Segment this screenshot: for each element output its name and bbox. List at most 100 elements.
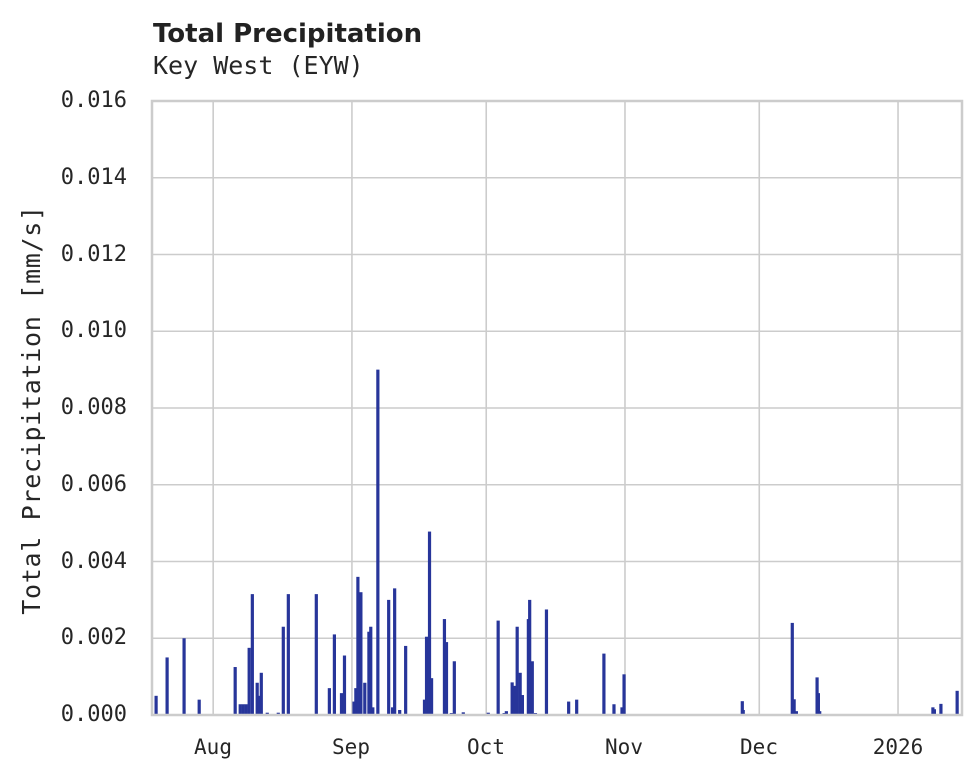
- precipitation-bar: [622, 674, 626, 715]
- x-tick-label: Oct: [467, 735, 505, 759]
- y-tick-label: 0.002: [60, 625, 127, 650]
- precipitation-bar: [502, 713, 506, 715]
- x-tick-label: Dec: [740, 735, 778, 759]
- chart-subtitle: Key West (EYW): [153, 51, 364, 80]
- x-tick-label: Nov: [605, 735, 643, 759]
- y-tick-label: 0.006: [60, 472, 127, 497]
- y-axis-label: Total Precipitation [mm/s]: [17, 205, 46, 615]
- precipitation-bar: [247, 647, 251, 715]
- precipitation-bar: [359, 592, 363, 715]
- plot-frame: [150, 99, 964, 717]
- precipitation-bar: [342, 655, 347, 715]
- x-tick-label: Aug: [194, 735, 232, 759]
- precipitation-bar: [422, 699, 427, 715]
- precipitation-bar: [250, 594, 254, 715]
- precipitation-bar: [496, 620, 500, 715]
- precipitation-bar: [367, 631, 371, 715]
- gridlines: [152, 100, 962, 716]
- y-tick-label: 0.008: [60, 395, 127, 420]
- precipitation-bar: [931, 707, 935, 715]
- precipitation-bar: [955, 690, 959, 715]
- precipitation-bar: [620, 707, 624, 715]
- precipitation-bar: [932, 709, 936, 715]
- precipitation-bar: [512, 685, 516, 715]
- precipitation-bar: [356, 576, 360, 715]
- precipitation-bar: [575, 699, 579, 715]
- precipitation-bar: [314, 594, 318, 715]
- precipitation-bar: [354, 688, 358, 715]
- precipitation-bar: [544, 609, 549, 715]
- precipitation-bar: [165, 657, 169, 715]
- precipitation-bar: [740, 701, 744, 715]
- precipitation-bar: [387, 599, 391, 716]
- y-tick-label: 0.010: [60, 318, 127, 343]
- precipitation-bar: [815, 677, 819, 715]
- precipitation-bar: [154, 695, 158, 715]
- precipitation-bar: [376, 369, 380, 716]
- precipitation-bar: [452, 661, 456, 715]
- precipitation-bar: [265, 712, 269, 715]
- precipitation-bar: [363, 682, 367, 715]
- precipitation-bar: [429, 678, 434, 715]
- precipitation-bar: [259, 672, 263, 715]
- x-tick-label: Sep: [332, 735, 370, 759]
- precipitation-bar: [424, 636, 429, 715]
- precipitation-bar: [533, 713, 538, 715]
- precipitation-bar: [352, 701, 356, 715]
- precipitation-bar: [182, 638, 186, 715]
- y-tick-label: 0.014: [60, 165, 127, 190]
- precipitation-bar: [332, 634, 336, 715]
- precipitation-bar: [442, 619, 447, 715]
- precipitation-bar: [449, 713, 453, 715]
- precipitation-bar: [339, 693, 344, 715]
- precipitation-bar: [939, 703, 943, 715]
- precipitation-bar: [197, 699, 201, 715]
- precipitation-bar: [255, 682, 259, 715]
- precipitation-bar: [794, 711, 798, 715]
- precipitation-bar: [241, 704, 245, 715]
- precipitation-bar: [238, 704, 242, 715]
- precipitation-bar: [276, 712, 280, 715]
- precipitation-bar: [530, 661, 534, 715]
- precipitation-bar: [281, 626, 285, 715]
- precipitation-bar: [504, 711, 508, 715]
- precipitation-bar: [286, 594, 290, 715]
- precipitation-bar: [327, 688, 331, 715]
- chart-title: Total Precipitation: [153, 19, 423, 49]
- precipitation-bar: [244, 704, 248, 715]
- precipitation-bar: [518, 672, 522, 715]
- precipitation-bar: [257, 695, 261, 715]
- precipitation-bar: [369, 626, 373, 715]
- precipitation-bar: [393, 588, 397, 715]
- precipitation-bar: [602, 653, 606, 715]
- precipitation-bar: [510, 682, 514, 715]
- precipitation-bar: [390, 707, 395, 715]
- x-tick-label: 2026: [872, 735, 924, 759]
- precipitation-bar: [444, 642, 449, 715]
- precipitation-bar: [526, 619, 530, 715]
- precipitation-bar: [741, 710, 745, 715]
- y-tick-label: 0.016: [60, 88, 127, 113]
- precipitation-bar: [612, 704, 616, 715]
- precipitation-bar: [404, 645, 408, 715]
- precipitation-bar: [792, 699, 796, 715]
- precipitation-bar: [790, 622, 794, 715]
- precipitation-bar: [515, 626, 519, 715]
- precipitation-bar: [486, 712, 490, 715]
- precipitation-bar: [818, 711, 822, 715]
- y-tick-label: 0.012: [60, 242, 127, 267]
- y-tick-label: 0.004: [60, 549, 127, 574]
- precipitation-bar: [567, 701, 571, 715]
- y-tick-label: 0.000: [60, 702, 127, 727]
- precipitation-bar: [233, 667, 237, 715]
- precipitation-bar: [528, 599, 532, 716]
- precipitation-bars: [154, 369, 959, 716]
- precipitation-bar: [371, 707, 375, 715]
- precipitation-bar: [461, 712, 465, 715]
- precipitation-bar: [520, 695, 524, 715]
- precipitation-bar: [427, 531, 432, 715]
- precipitation-bar: [816, 693, 820, 715]
- precipitation-bar: [398, 710, 402, 715]
